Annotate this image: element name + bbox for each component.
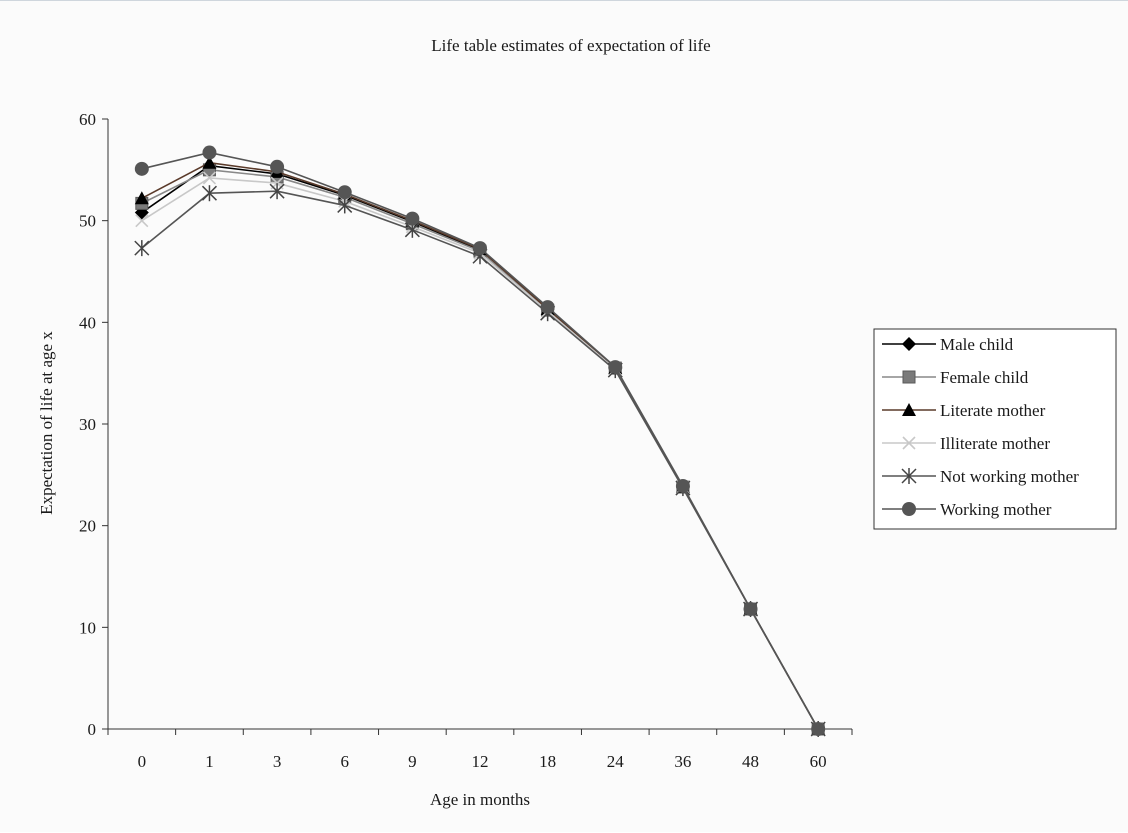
legend-box (873, 328, 1117, 530)
data-point (202, 171, 217, 185)
legend-label: Male child (940, 335, 1014, 354)
chart-title: Life table estimates of expectation of l… (431, 36, 710, 55)
y-tick-label: 30 (79, 415, 96, 434)
data-point (405, 211, 420, 226)
y-tick-label: 10 (79, 618, 96, 637)
x-tick-label: 9 (408, 752, 417, 771)
data-point (269, 183, 285, 200)
data-point (337, 185, 352, 200)
data-point (134, 161, 149, 176)
data-point (540, 300, 555, 315)
data-point (337, 197, 353, 214)
legend-item: Working mother (882, 500, 1052, 519)
legend-marker (902, 403, 916, 416)
data-point (473, 241, 487, 256)
data-point (202, 145, 217, 160)
legend-item: Not working mother (882, 467, 1079, 486)
x-tick-label: 3 (273, 752, 282, 771)
x-tick-label: 60 (810, 752, 827, 771)
x-tick-label: 18 (539, 752, 556, 771)
y-axis-title: Expectation of life at age x (37, 331, 56, 515)
data-point (134, 191, 149, 205)
data-point (201, 185, 217, 202)
legend-marker (902, 436, 916, 450)
legend-marker (902, 502, 916, 516)
y-tick-label: 0 (88, 720, 97, 739)
legend-label: Not working mother (940, 467, 1079, 486)
legend-marker (901, 468, 917, 484)
legend-marker (902, 370, 916, 384)
series-line-4 (141, 190, 819, 730)
x-tick-label: 12 (472, 752, 489, 771)
data-point (811, 722, 826, 736)
data-point (202, 155, 217, 169)
series-lines (134, 145, 826, 737)
legend-marker (902, 337, 916, 351)
y-tick-label: 20 (79, 517, 96, 536)
legend-item: Female child (882, 368, 1029, 387)
legend-label: Literate mother (940, 401, 1046, 420)
x-tick-label: 36 (674, 752, 691, 771)
x-tick-label: 1 (205, 752, 214, 771)
data-point (135, 214, 149, 228)
data-point (675, 479, 690, 494)
x-tick-label: 0 (138, 752, 147, 771)
legend-label: Illiterate mother (940, 434, 1050, 453)
data-point (743, 602, 758, 617)
data-point (134, 240, 150, 257)
y-tick-label: 40 (79, 313, 96, 332)
legend-item: Literate mother (882, 401, 1046, 420)
x-tick-label: 6 (340, 752, 349, 771)
x-tick-label: 24 (607, 752, 625, 771)
legend-label: Working mother (940, 500, 1052, 519)
data-point (270, 159, 285, 174)
x-axis-title: Age in months (430, 790, 530, 809)
legend-item: Illiterate mother (882, 434, 1050, 453)
series-line-5 (141, 151, 819, 730)
y-tick-label: 60 (79, 110, 96, 129)
x-tick-label: 48 (742, 752, 759, 771)
y-tick-label: 50 (79, 212, 96, 231)
data-point (608, 360, 623, 375)
legend-item: Male child (882, 335, 1014, 354)
legend: Male child Female child Literate mother Ill… (873, 328, 1117, 530)
legend-label: Female child (940, 368, 1029, 387)
